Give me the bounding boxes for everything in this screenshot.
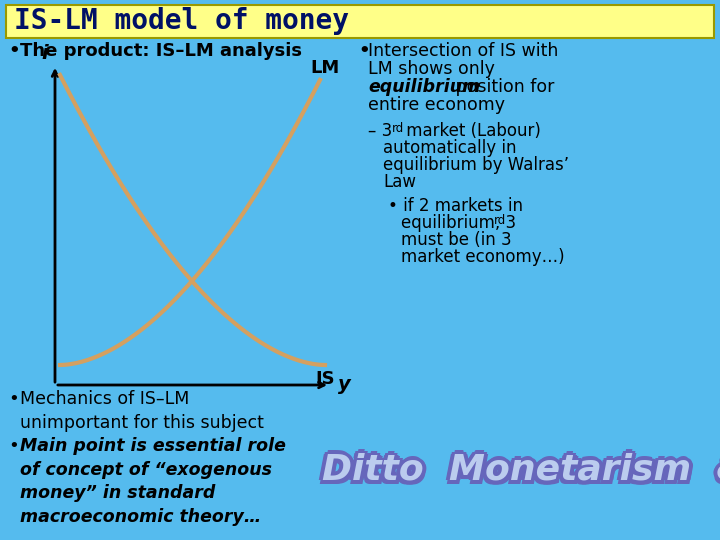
Text: entire economy: entire economy (368, 96, 505, 114)
Text: rd: rd (392, 122, 404, 135)
Text: Ditto  Monetarism  &: Ditto Monetarism & (319, 450, 720, 484)
Text: Ditto  Monetarism  &: Ditto Monetarism & (319, 456, 720, 490)
Text: Ditto  Monetarism  &: Ditto Monetarism & (322, 449, 720, 483)
Text: • if 2 markets in: • if 2 markets in (388, 197, 523, 215)
Text: Mechanics of IS–LM
unimportant for this subject: Mechanics of IS–LM unimportant for this … (20, 390, 264, 431)
Text: •: • (8, 42, 19, 60)
Text: must be (in 3: must be (in 3 (401, 231, 512, 249)
Text: Ditto  Monetarism  &: Ditto Monetarism & (322, 450, 720, 484)
Text: •: • (8, 390, 19, 408)
Text: Ditto  Monetarism  &: Ditto Monetarism & (318, 453, 720, 487)
Text: Intersection of IS with: Intersection of IS with (368, 42, 559, 60)
Text: IS-LM model of money: IS-LM model of money (14, 7, 349, 35)
Text: Ditto  Monetarism  &: Ditto Monetarism & (325, 456, 720, 490)
Text: Ditto  Monetarism  &: Ditto Monetarism & (326, 453, 720, 487)
Text: LM: LM (310, 59, 339, 77)
Text: Main point is essential role
of concept of “exogenous
money” in standard
macroec: Main point is essential role of concept … (20, 437, 286, 526)
Text: IS: IS (315, 370, 335, 388)
Text: LM shows only: LM shows only (368, 60, 495, 78)
Text: Ditto  Monetarism  &: Ditto Monetarism & (322, 457, 720, 491)
Text: Ditto  Monetarism  &: Ditto Monetarism & (322, 453, 720, 487)
Text: position for: position for (450, 78, 554, 96)
FancyBboxPatch shape (6, 5, 714, 38)
Text: Ditto  Monetarism  &: Ditto Monetarism & (325, 453, 720, 487)
Text: market economy…): market economy…) (401, 248, 564, 266)
Text: equilibrium: equilibrium (368, 78, 480, 96)
Text: equilibrium, 3: equilibrium, 3 (401, 214, 516, 232)
Text: Law: Law (383, 173, 416, 191)
Text: •: • (8, 437, 19, 455)
Text: market (Labour): market (Labour) (401, 122, 541, 140)
Text: •: • (358, 42, 369, 60)
Text: The product: IS–LM analysis: The product: IS–LM analysis (20, 42, 302, 60)
Text: – 3: – 3 (368, 122, 392, 140)
Text: automatically in: automatically in (383, 139, 516, 157)
Text: Ditto  Monetarism  &: Ditto Monetarism & (319, 453, 720, 487)
Text: y: y (338, 375, 351, 395)
Text: Ditto  Monetarism  &: Ditto Monetarism & (322, 456, 720, 490)
Text: equilibrium by Walras’: equilibrium by Walras’ (383, 156, 569, 174)
Text: rd: rd (494, 214, 506, 227)
Text: i: i (42, 44, 48, 63)
Text: Ditto  Monetarism  &: Ditto Monetarism & (325, 450, 720, 484)
